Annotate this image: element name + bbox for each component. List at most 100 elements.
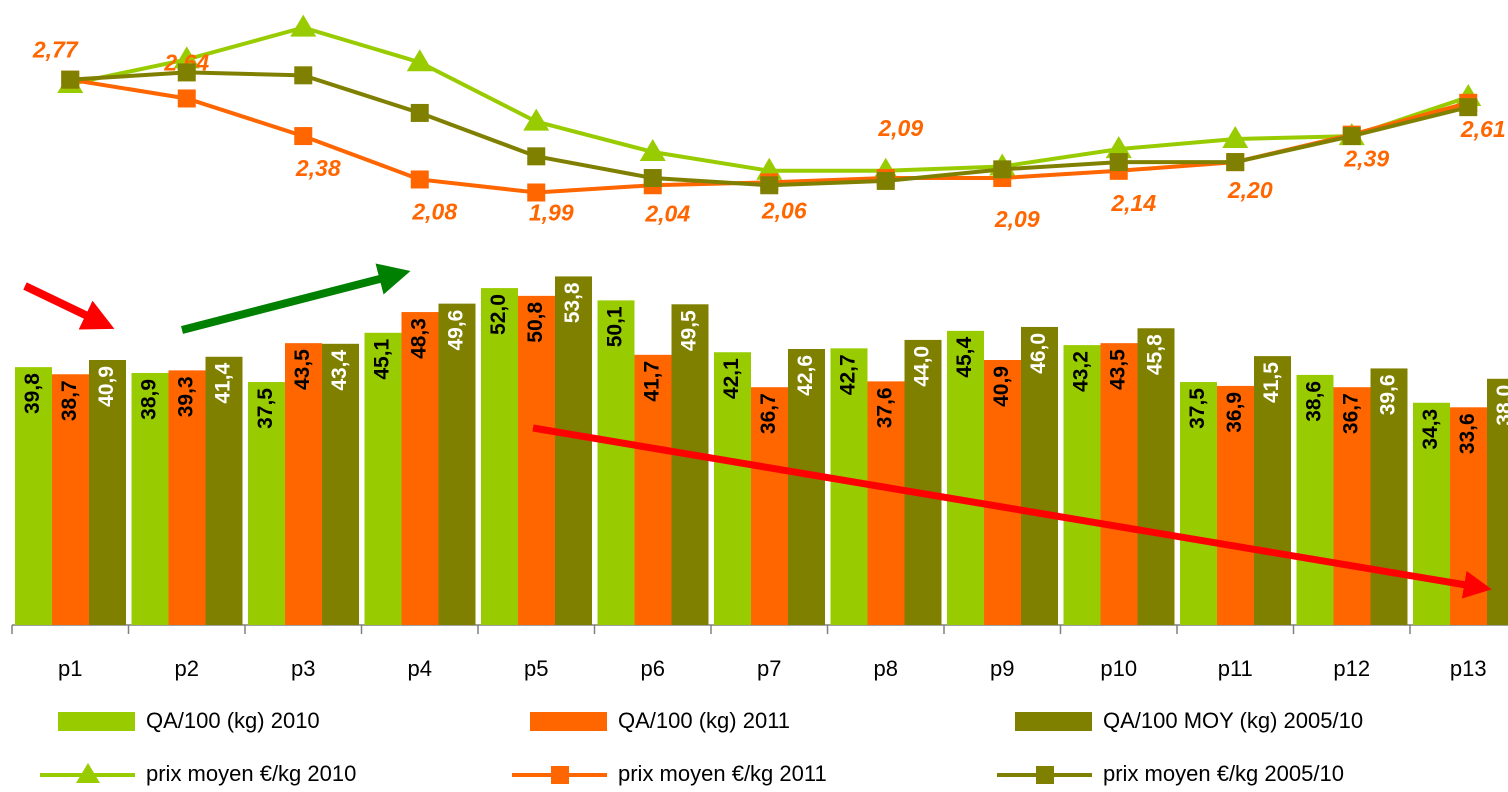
data-label: 41,5 — [1260, 362, 1283, 403]
bar — [15, 367, 52, 625]
data-label: 34,3 — [1419, 409, 1442, 450]
marker — [1105, 136, 1132, 159]
bar — [1254, 356, 1291, 625]
bar — [788, 348, 825, 625]
bar — [52, 374, 89, 625]
bar — [481, 288, 518, 625]
data-label: 2,39 — [1343, 146, 1389, 172]
data-label: 52,0 — [487, 294, 510, 335]
data-label: 39,6 — [1377, 374, 1400, 415]
marker — [523, 108, 550, 131]
plot-area: p1 p2 p3 p4 p5 p6 p7 p8 p9 p10 p11 p12 p13 39,8 38,9 37… — [11, 14, 1508, 786]
data-label: 2,09 — [994, 206, 1040, 232]
marker — [410, 103, 429, 122]
legend-label: prix moyen €/kg 2005/10 — [1103, 761, 1344, 786]
data-label: 37,5 — [1186, 388, 1209, 429]
data-label: 36,7 — [757, 393, 780, 434]
bar — [1370, 368, 1408, 625]
data-label: 40,9 — [95, 366, 118, 407]
legend-marker — [76, 763, 100, 783]
data-label: 37,5 — [254, 388, 277, 429]
data-label: 42,6 — [794, 355, 817, 396]
marker — [643, 169, 662, 188]
bar — [401, 312, 439, 625]
legend-label: QA/100 (kg) 2010 — [146, 708, 320, 733]
data-label: 2,14 — [1110, 190, 1156, 216]
data-label: 43,2 — [1070, 351, 1093, 392]
marker — [639, 138, 666, 161]
data-label: 44,0 — [911, 346, 934, 387]
data-label: 2,09 — [877, 115, 923, 141]
x-tick-label: p8 — [874, 656, 898, 681]
legend-label: prix moyen €/kg 2011 — [618, 761, 827, 786]
data-label: 36,7 — [1340, 393, 1363, 434]
annotation-arrows — [23, 263, 1492, 599]
marker — [1222, 125, 1249, 148]
marker — [993, 160, 1012, 179]
legend-marker — [1036, 766, 1054, 784]
data-label: 2,61 — [1460, 116, 1506, 142]
bar — [168, 370, 206, 625]
data-label: 48,3 — [408, 318, 431, 359]
marker — [410, 170, 429, 189]
bar — [1333, 387, 1371, 625]
data-label: 2,20 — [1227, 177, 1273, 203]
data-label: 45,4 — [953, 337, 976, 378]
bar — [1100, 343, 1138, 625]
bar — [322, 343, 359, 625]
legend-label: prix moyen €/kg 2010 — [146, 761, 356, 786]
data-label: 2,38 — [295, 155, 341, 181]
bar — [1296, 374, 1334, 625]
marker — [760, 176, 779, 195]
legend-label: QA/100 (kg) 2011 — [618, 708, 790, 733]
x-tick-label: p9 — [990, 656, 1014, 681]
bar — [438, 303, 476, 625]
data-label: 43,5 — [1107, 349, 1130, 390]
data-label: 42,1 — [720, 358, 743, 399]
data-label: 42,7 — [837, 354, 860, 395]
data-label: 45,8 — [1144, 334, 1167, 375]
marker — [294, 127, 313, 146]
x-tick-label: p2 — [175, 656, 199, 681]
arrow — [180, 263, 411, 334]
bar — [904, 339, 942, 625]
x-tick-label: p11 — [1218, 656, 1253, 681]
marker — [527, 183, 546, 202]
bar — [1217, 385, 1254, 625]
data-label: 43,5 — [291, 349, 314, 390]
bar — [1063, 345, 1101, 625]
bar — [364, 332, 402, 625]
data-label: 2,06 — [761, 197, 807, 223]
data-label: 2,08 — [411, 199, 457, 225]
bar — [518, 295, 555, 625]
line — [69, 25, 1469, 173]
bar — [634, 354, 672, 625]
bar — [597, 300, 635, 625]
x-tick-label: p1 — [58, 656, 82, 681]
data-label: 37,6 — [874, 387, 897, 428]
data-label: 46,0 — [1027, 333, 1050, 374]
legend-marker — [551, 766, 569, 784]
marker — [173, 46, 200, 69]
data-label: 49,6 — [445, 310, 468, 351]
marker — [61, 70, 80, 89]
marker — [1459, 98, 1478, 117]
arrow — [532, 424, 1492, 599]
data-label: 43,4 — [328, 349, 351, 390]
marker — [1109, 153, 1128, 172]
bar — [89, 360, 126, 625]
bar — [867, 381, 905, 625]
legend-swatch — [530, 712, 607, 731]
x-tick-label: p10 — [1100, 656, 1137, 681]
marker — [177, 63, 196, 82]
marker — [1342, 127, 1361, 146]
data-label: 33,6 — [1456, 413, 1479, 454]
marker — [177, 89, 196, 108]
bar — [1487, 378, 1508, 625]
x-tick-label: p13 — [1450, 656, 1487, 681]
bar — [751, 387, 788, 625]
data-label: 49,5 — [678, 310, 701, 351]
data-label: 50,1 — [604, 306, 627, 347]
data-label: 41,7 — [641, 361, 664, 402]
